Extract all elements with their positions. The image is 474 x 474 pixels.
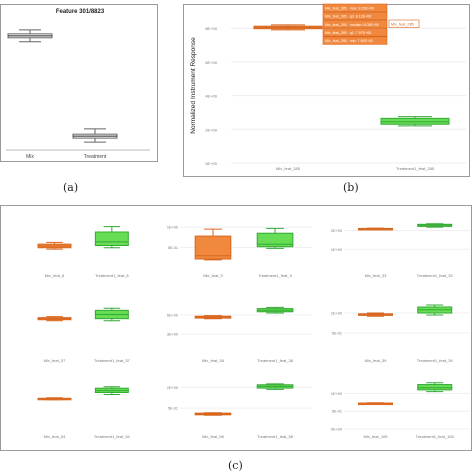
- c-8-box-mix: [357, 402, 394, 406]
- c-3-xtick-1: Treatment1_feat_37: [94, 358, 131, 363]
- c-3-box-treatment: [94, 307, 129, 322]
- c-5-xtick-1: Treatment1_feat_39: [417, 358, 454, 363]
- c-0-box-treatment: [94, 226, 129, 249]
- caption-c: (c): [228, 459, 243, 472]
- c-8-ytick-0: 0E+00: [331, 428, 342, 432]
- tooltip-box-3: [322, 28, 388, 37]
- c-6-xtick-0: Mix_feat_54: [44, 434, 67, 439]
- c-5-ytick-0: 5E-01: [332, 332, 342, 336]
- tooltip-text-2: Mix_feat_285 · median: 8.05E+00: [325, 23, 379, 27]
- box-iqr: [417, 384, 453, 391]
- panel-a: Feature 301/8823 Mix Treatment (a): [0, 0, 160, 194]
- c-6-box-mix: [37, 397, 72, 401]
- c-6-xtick-1: Treatment1_feat_54: [94, 434, 131, 439]
- c-3-box-mix: [37, 316, 72, 322]
- c-1-xtick-0: Mix_feat_9: [203, 273, 223, 278]
- c-7-xtick-1: Treatment1_feat_56: [257, 434, 294, 439]
- c-4-ytick-1: 6E+00: [167, 313, 178, 317]
- c-1-ytick-1: 1E+00: [167, 226, 178, 230]
- c-0-xtick-1: Treatment1_feat_8: [95, 273, 129, 278]
- c-2-xtick-0: Mix_feat_33: [365, 273, 388, 278]
- panel-a-chart: Feature 301/8823 Mix Treatment: [6, 9, 150, 160]
- c-4-box-mix: [194, 315, 232, 320]
- c-8-ytick-1: 5E-01: [332, 410, 342, 414]
- tooltip-box-4: [322, 36, 388, 45]
- c-3-xtick-0: Mix_feat_37: [44, 358, 67, 363]
- panel-c-chart: Mix_feat_8 Treatment1_feat_8 5E-01 1E+00 Mix…: [37, 223, 470, 439]
- panel-b-ytick-2: 4E+00: [205, 94, 217, 99]
- panel-b-ytick-3: 6E+00: [205, 60, 217, 65]
- c-8-box-treatment: [417, 382, 453, 393]
- c-7-ytick-1: 1E+00: [167, 386, 178, 390]
- panel-c-frame: [0, 205, 472, 451]
- tooltip-tag-box: [388, 19, 420, 28]
- c-0-box-mix: [37, 241, 72, 250]
- c-8-xtick-0: Mix_feat_105: [363, 434, 388, 439]
- c-2-box-mix: [357, 227, 394, 231]
- c-8-ytick-2: 1E+00: [331, 392, 342, 396]
- panel-b-xtick-0: Mix_feat_285: [276, 166, 301, 171]
- c-5-ytick-1: 1E+00: [331, 312, 342, 316]
- panel-a-box-1: [72, 128, 118, 143]
- tooltip-text-1: Mix_feat_285 · q3: 8.12E+00: [325, 15, 371, 19]
- tooltip-text-0: Mix_feat_285 · max: 8.20E+00: [325, 6, 374, 10]
- c-7-xtick-0: Mix_feat_56: [202, 434, 225, 439]
- tooltip-box-0: [322, 3, 388, 12]
- panel-b-xtick-1: Treatment1_feat_285: [396, 166, 435, 171]
- c-4-xtick-1: Treatment1_feat_38: [257, 358, 294, 363]
- c-2-ytick-0: 1E+00: [331, 248, 342, 252]
- panel-a-box-0: [7, 29, 53, 43]
- box-iqr: [94, 231, 129, 246]
- c-1-ytick-0: 5E-01: [168, 246, 178, 250]
- c-7-ytick-0: 5E-01: [168, 407, 178, 411]
- c-2-box-treatment: [417, 223, 453, 228]
- panel-b-ytick-1: 2E+00: [205, 127, 217, 132]
- c-2-xtick-1: Treatment1_feat_33: [417, 273, 454, 278]
- panel-b: Normalized Instrument Response 0E+00 2E+00…: [183, 0, 474, 195]
- c-2-ytick-1: 2E+00: [331, 229, 342, 233]
- tooltip-box-1: [322, 11, 388, 21]
- panel-b-ylabel: Normalized Instrument Response: [190, 37, 197, 134]
- tooltip-tag-text: Mix_feat_285: [391, 22, 414, 26]
- caption-a: (a): [63, 181, 79, 194]
- tooltip-box-2: [322, 20, 388, 29]
- c-7-box-treatment: [256, 383, 294, 390]
- panel-a-xtick-0: Mix: [26, 154, 34, 160]
- panel-a-title: Feature 301/8823: [56, 9, 105, 15]
- tooltip-text-3: Mix_feat_285 · q1: 7.97E+00: [325, 31, 371, 35]
- panel-b-ytick-4: 8E+00: [205, 26, 217, 31]
- box-iqr: [256, 232, 294, 248]
- panel-b-chart: Normalized Instrument Response 0E+00 2E+00…: [190, 3, 466, 171]
- panel-b-ytick-0: 0E+00: [205, 161, 217, 166]
- c-5-box-treatment: [417, 304, 453, 316]
- box-iqr: [194, 235, 232, 260]
- panel-b-box-mix: [253, 24, 323, 31]
- c-1-box-treatment: [256, 227, 294, 249]
- c-1-box-mix: [194, 228, 232, 261]
- c-8-xtick-1: Treatment1_feat_105: [416, 434, 455, 439]
- c-4-xtick-0: Mix_feat_38: [202, 358, 225, 363]
- tooltip-text-4: Mix_feat_285 · min: 7.90E+00: [325, 39, 373, 43]
- c-1-xtick-1: Treatment1_feat_9: [258, 273, 292, 278]
- caption-b: (b): [343, 181, 359, 194]
- c-4-box-treatment: [256, 306, 294, 314]
- c-5-box-mix: [357, 312, 394, 317]
- c-7-box-mix: [194, 412, 232, 416]
- c-6-box-treatment: [94, 386, 129, 395]
- c-5-xtick-0: Mix_feat_39: [365, 358, 388, 363]
- c-4-ytick-0: 3E+00: [167, 332, 178, 336]
- panel-c: Mix_feat_8 Treatment1_feat_8 5E-01 1E+00 Mix…: [0, 205, 474, 474]
- panel-a-xtick-1: Treatment: [84, 154, 107, 160]
- c-0-xtick-0: Mix_feat_8: [45, 273, 65, 278]
- panel-b-box-treatment: [380, 116, 450, 127]
